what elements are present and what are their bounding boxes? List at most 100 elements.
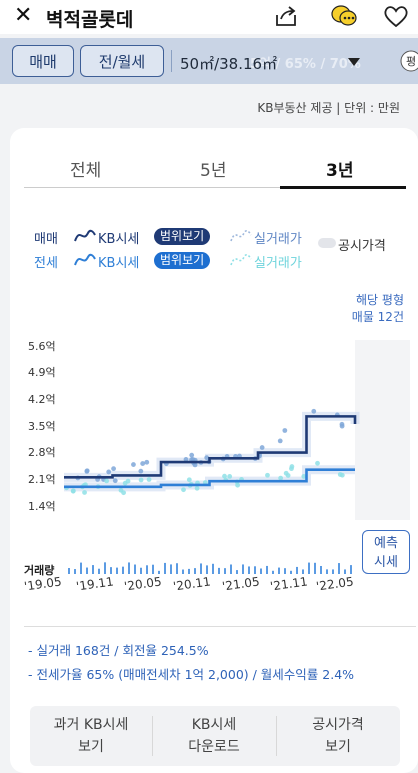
volume-bar	[92, 565, 94, 574]
divider	[152, 716, 153, 756]
official-price-button[interactable]: 공시가격 보기	[276, 706, 400, 766]
button-label: 공시가격	[312, 717, 364, 733]
volume-bar	[338, 563, 340, 574]
actual-lease-point	[278, 475, 284, 481]
volume-bar	[218, 567, 220, 574]
kb-price-download-button[interactable]: KB시세 다운로드	[152, 706, 276, 766]
volume-bar	[164, 562, 166, 574]
volume-bar	[188, 568, 190, 574]
volume-bar	[272, 570, 274, 574]
volume-bar	[320, 565, 322, 574]
volume-bar	[230, 564, 232, 574]
volume-bar	[314, 562, 316, 574]
volume-bar	[110, 567, 112, 574]
tab-all[interactable]: 전체	[70, 161, 102, 181]
top-bar: ✕ 벽적골롯데	[0, 0, 418, 34]
volume-bar	[104, 562, 106, 574]
actual-lease-point	[125, 478, 131, 484]
volume-bar	[260, 568, 262, 574]
actual-lease-point	[70, 488, 76, 494]
legend-kb-lease: KB시세	[98, 256, 140, 271]
chat-icon[interactable]	[330, 2, 358, 30]
page-title: 벽적골롯데	[46, 9, 134, 31]
volume-bar	[266, 565, 268, 574]
y-tick-label: 5.6억	[28, 340, 56, 353]
y-tick-label: 3.5억	[28, 420, 56, 433]
actual-lease-point	[265, 472, 270, 478]
volume-bar	[248, 566, 250, 574]
heart-icon[interactable]	[382, 2, 410, 30]
volume-bar	[236, 570, 238, 574]
volume-bar	[98, 568, 100, 574]
volume-bar	[194, 568, 196, 574]
volume-bar	[332, 569, 334, 574]
share-icon[interactable]	[272, 2, 300, 30]
deal-type-sale-button[interactable]: 매매	[12, 45, 74, 77]
legend-actual-lease: 실거래가	[254, 256, 302, 271]
listing-note-line1[interactable]: 해당 평형	[356, 293, 404, 307]
area-unit-toggle-icon[interactable]: 평	[400, 50, 418, 72]
forecast-area	[355, 340, 410, 520]
volume-bar	[254, 566, 256, 574]
actual-lease-point	[146, 477, 152, 482]
kb-sale-line	[64, 415, 357, 479]
listing-note-line2[interactable]: 매물 12건	[351, 310, 404, 324]
legend-lease-label: 전세	[34, 256, 58, 271]
actual-sale-point	[106, 469, 112, 475]
volume-bar	[200, 563, 202, 574]
actual-lease-point	[82, 490, 87, 495]
actual-lease-dots-icon	[230, 254, 252, 266]
deal-type-lease-button[interactable]: 전/월세	[80, 45, 164, 77]
volume-bar	[176, 563, 178, 574]
actual-sale-point	[189, 452, 195, 458]
chevron-down-icon[interactable]	[348, 58, 360, 66]
volume-bar	[116, 567, 118, 574]
volume-bar	[74, 569, 76, 574]
button-label: 다운로드	[188, 739, 240, 755]
actual-sale-point	[311, 408, 317, 414]
actual-lease-point	[194, 485, 200, 491]
close-icon[interactable]: ✕	[14, 3, 33, 28]
actual-lease-point	[138, 477, 144, 483]
volume-bar	[140, 567, 142, 574]
action-button-group	[30, 706, 400, 766]
actual-lease-point	[227, 473, 233, 479]
actual-sale-point	[192, 462, 198, 468]
actual-lease-point	[186, 477, 192, 483]
range-view-lease-button[interactable]: 범위보기	[154, 252, 211, 269]
actual-sale-point	[183, 457, 189, 462]
legend-actual-sale: 실거래가	[254, 232, 302, 247]
tab-divider	[24, 187, 406, 188]
divider	[276, 716, 277, 756]
kb-lease-line-icon	[74, 253, 96, 266]
volume-bar	[128, 562, 130, 574]
actual-lease-point	[181, 487, 186, 493]
button-label: KB시세	[191, 717, 237, 733]
y-tick-label: 2.8억	[28, 446, 56, 459]
volume-bar	[122, 566, 124, 574]
volume-bar	[146, 565, 148, 574]
forecast-price-button[interactable]: 예측 시세	[362, 530, 410, 574]
button-label: 과거 KB시세	[53, 717, 129, 733]
volume-bar	[308, 562, 310, 574]
legend-official-price[interactable]: 공시가격	[338, 239, 386, 254]
tab-5y[interactable]: 5년	[200, 161, 227, 181]
range-view-sale-button[interactable]: 범위보기	[154, 228, 211, 245]
past-kb-price-button[interactable]: 과거 KB시세 보기	[30, 706, 152, 766]
volume-bar	[242, 564, 244, 574]
volume-bar	[80, 562, 82, 574]
actual-lease-point	[315, 460, 320, 466]
actual-sale-point	[131, 462, 136, 467]
active-tab-indicator	[280, 186, 406, 189]
legend-kb-sale: KB시세	[98, 232, 140, 247]
tab-3y[interactable]: 3년	[326, 161, 354, 181]
button-label: 보기	[325, 739, 351, 755]
actual-lease-point	[104, 478, 110, 484]
area-select-value[interactable]: 50㎡/38.16㎡	[180, 55, 278, 73]
volume-bar	[344, 569, 346, 574]
volume-bar	[278, 567, 280, 574]
actual-sale-dots-icon	[230, 230, 252, 242]
forecast-button-line2: 시세	[374, 555, 398, 570]
y-tick-label: 2.1억	[28, 473, 56, 486]
